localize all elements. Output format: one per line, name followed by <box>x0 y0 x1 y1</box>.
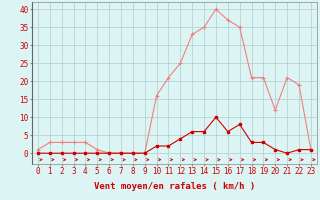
X-axis label: Vent moyen/en rafales ( km/h ): Vent moyen/en rafales ( km/h ) <box>94 182 255 191</box>
